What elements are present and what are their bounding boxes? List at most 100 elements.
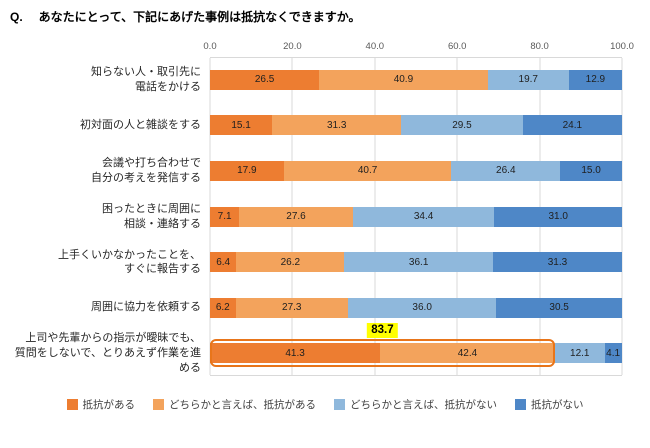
bar-segment: 27.6 — [239, 206, 353, 227]
data-label: 15.1 — [231, 119, 251, 131]
data-label: 12.1 — [570, 347, 590, 359]
data-label: 30.5 — [549, 302, 569, 314]
data-label: 41.3 — [285, 347, 305, 359]
stacked-bar: 15.1 31.3 29.5 24.1 — [210, 115, 622, 136]
bar-segment: 36.1 — [344, 252, 494, 273]
data-label: 26.5 — [254, 74, 275, 86]
stacked-bar: 6.2 27.3 36.0 30.5 — [210, 297, 622, 318]
bar-segment: 40.7 — [283, 160, 452, 181]
legend-item: どちらかと言えば、抵抗がない — [334, 397, 497, 412]
bar-segment: 36.0 — [348, 297, 497, 318]
plot-region: 知らない人・取引先に 電話をかける 26.5 40.9 19.7 12.9 初対面の人と雑談… — [10, 57, 623, 376]
data-label: 27.6 — [286, 211, 306, 223]
bar-segment: 6.4 — [210, 252, 237, 273]
stacked-bar: 17.9 40.7 26.4 15.0 — [210, 160, 622, 181]
bar-segment: 31.0 — [494, 206, 622, 227]
data-label: 40.7 — [357, 165, 378, 177]
data-label: 7.1 — [217, 211, 232, 223]
bar-track: 6.2 27.3 36.0 30.5 — [210, 297, 622, 318]
bar-segment: 27.3 — [235, 297, 348, 318]
chart-row: 会議や打ち合わせで 自分の考えを発信する 17.9 40.7 26.4 15.0 — [10, 148, 622, 194]
chart-row: 上司や先輩からの指示が曖昧でも、 質問をしないで、とりあえず作業を進める 41.3 4… — [10, 323, 622, 376]
chart-row: 上手くいかなかったことを、 すぐに報告する 6.4 26.2 36.1 31.3 — [10, 239, 622, 285]
data-label: 31.3 — [547, 256, 568, 268]
callout-value: 83.7 — [367, 323, 398, 339]
data-label: 40.9 — [393, 74, 414, 86]
data-label: 17.9 — [237, 165, 257, 177]
bar-segment: 30.5 — [496, 297, 622, 318]
bar-segment: 12.9 — [568, 69, 622, 90]
x-axis-tick: 40.0 — [365, 41, 385, 52]
data-label: 26.4 — [496, 165, 516, 177]
bar-track: 15.1 31.3 29.5 24.1 — [210, 115, 622, 136]
bar-track: 41.3 42.4 12.1 4.1 83.7 — [210, 323, 622, 368]
legend: 抵抗がある どちらかと言えば、抵抗がある どちらかと言えば、抵抗がない 抵抗がない — [0, 397, 650, 412]
stacked-bar: 41.3 42.4 12.1 4.1 — [210, 343, 622, 364]
x-axis-tick: 60.0 — [447, 41, 467, 52]
data-label: 31.0 — [548, 211, 568, 223]
bar-segment: 34.4 — [352, 206, 495, 227]
bar-segment: 24.1 — [522, 115, 622, 136]
x-axis-tick: 80.0 — [530, 41, 549, 52]
data-label: 24.1 — [562, 119, 583, 131]
bar-track: 7.1 27.6 34.4 31.0 — [210, 206, 622, 227]
legend-item: 抵抗がない — [515, 397, 584, 412]
bar-segment: 15.0 — [560, 160, 622, 181]
question-text: あなたにとって、下記にあげた事例は抵抗なくできますか。 — [38, 10, 361, 24]
bar-segment: 6.2 — [210, 297, 236, 318]
data-label: 6.2 — [215, 302, 230, 314]
data-label: 6.4 — [216, 256, 231, 268]
legend-label: どちらかと言えば、抵抗がない — [350, 399, 497, 411]
data-label: 34.4 — [413, 211, 434, 223]
x-axis-tick: 0.0 — [203, 41, 217, 52]
legend-item: どちらかと言えば、抵抗がある — [153, 397, 316, 412]
legend-swatch — [66, 399, 78, 410]
data-label: 19.7 — [518, 74, 538, 86]
bar-segment: 7.1 — [210, 206, 240, 227]
chart-rows: 知らない人・取引先に 電話をかける 26.5 40.9 19.7 12.9 初対面の人と雑談… — [10, 57, 622, 376]
x-axis-tick: 100.0 — [610, 41, 634, 52]
legend-label: どちらかと言えば、抵抗がある — [169, 399, 316, 411]
stacked-bar: 7.1 27.6 34.4 31.0 — [210, 206, 622, 227]
data-label: 36.1 — [408, 256, 429, 268]
chart-row: 困ったときに周囲に 相談・連絡する 7.1 27.6 34.4 31.0 — [10, 194, 622, 240]
legend-label: 抵抗がない — [531, 399, 584, 411]
bar-segment: 31.3 — [272, 115, 402, 136]
category-label: 初対面の人と雑談をする — [80, 119, 201, 132]
bar-track: 17.9 40.7 26.4 15.0 — [210, 160, 622, 181]
bar-segment: 15.1 — [210, 115, 273, 136]
data-label: 26.2 — [280, 256, 301, 268]
bar-segment: 4.1 — [604, 343, 622, 364]
bar-segment: 26.2 — [236, 252, 345, 273]
legend-swatch — [334, 399, 345, 410]
legend-swatch — [515, 399, 526, 410]
category-label: 上手くいかなかったことを、 すぐに報告する — [58, 248, 201, 276]
bar-segment: 29.5 — [401, 115, 523, 136]
legend-label: 抵抗がある — [82, 399, 136, 411]
data-label: 27.3 — [282, 302, 302, 314]
stacked-bar: 6.4 26.2 36.1 31.3 — [210, 252, 622, 273]
category-label: 周囲に協力を依頼する — [91, 301, 201, 314]
question-prefix: Q. — [10, 10, 23, 24]
data-label: 4.1 — [606, 347, 621, 359]
bar-track: 26.5 40.9 19.7 12.9 — [210, 69, 622, 90]
chart-row: 知らない人・取引先に 電話をかける 26.5 40.9 19.7 12.9 — [10, 57, 622, 103]
bar-track: 6.4 26.2 36.1 31.3 — [210, 252, 622, 273]
bar-segment: 12.1 — [554, 343, 605, 364]
stacked-bar: 26.5 40.9 19.7 12.9 — [210, 69, 622, 90]
data-label: 12.9 — [585, 74, 606, 86]
legend-swatch — [153, 399, 164, 410]
bar-segment: 19.7 — [487, 69, 569, 90]
data-label: 36.0 — [412, 302, 432, 314]
category-label: 上司や先輩からの指示が曖昧でも、 質問をしないで、とりあえず作業を進める — [14, 332, 201, 374]
data-label: 31.3 — [326, 119, 347, 131]
category-label: 困ったときに周囲に 相談・連絡する — [102, 203, 201, 230]
bar-segment: 40.9 — [319, 69, 488, 90]
x-axis-tick: 20.0 — [283, 41, 302, 52]
x-axis: 0.0 20.0 40.0 60.0 80.0 100.0 — [203, 41, 634, 53]
bar-segment: 26.5 — [210, 69, 320, 90]
bar-segment: 17.9 — [210, 160, 284, 181]
data-label: 29.5 — [452, 119, 472, 131]
category-label: 知らない人・取引先に 電話をかける — [91, 66, 201, 93]
